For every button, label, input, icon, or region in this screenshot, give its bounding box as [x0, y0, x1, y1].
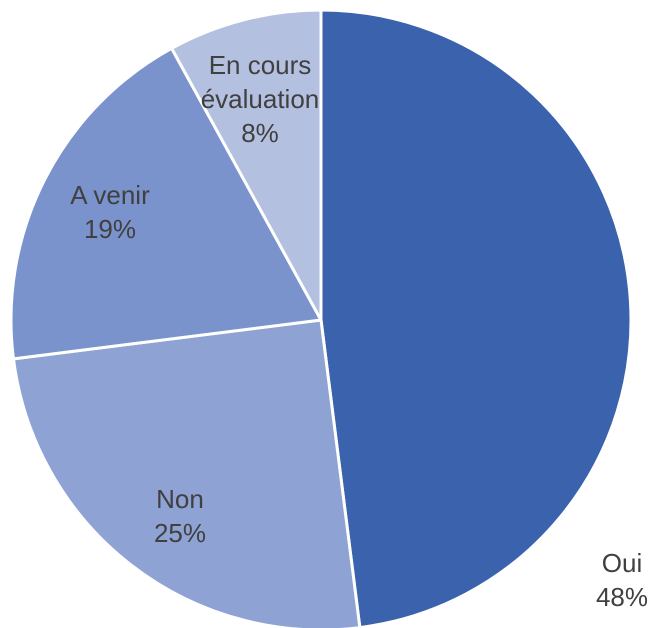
- category-label: A venir: [70, 180, 150, 210]
- pie-slice: [170, 8, 323, 322]
- value-label: 19%: [83, 214, 137, 244]
- slice-label: En cours évaluation 8%: [185, 48, 335, 150]
- pie-slice: [319, 8, 633, 628]
- pie-slice: [9, 46, 323, 361]
- pie-slice: [11, 318, 362, 628]
- slice-label: A venir 19%: [30, 178, 190, 246]
- value-label: 25%: [153, 518, 207, 548]
- category-label: Oui: [601, 548, 643, 578]
- value-label: 48%: [595, 582, 649, 612]
- category-label: Non: [156, 484, 204, 514]
- category-label: En cours évaluation: [200, 50, 320, 114]
- slice-label: Oui 48%: [577, 546, 656, 614]
- value-label: 8%: [241, 118, 279, 148]
- slice-label: Non 25%: [100, 482, 260, 550]
